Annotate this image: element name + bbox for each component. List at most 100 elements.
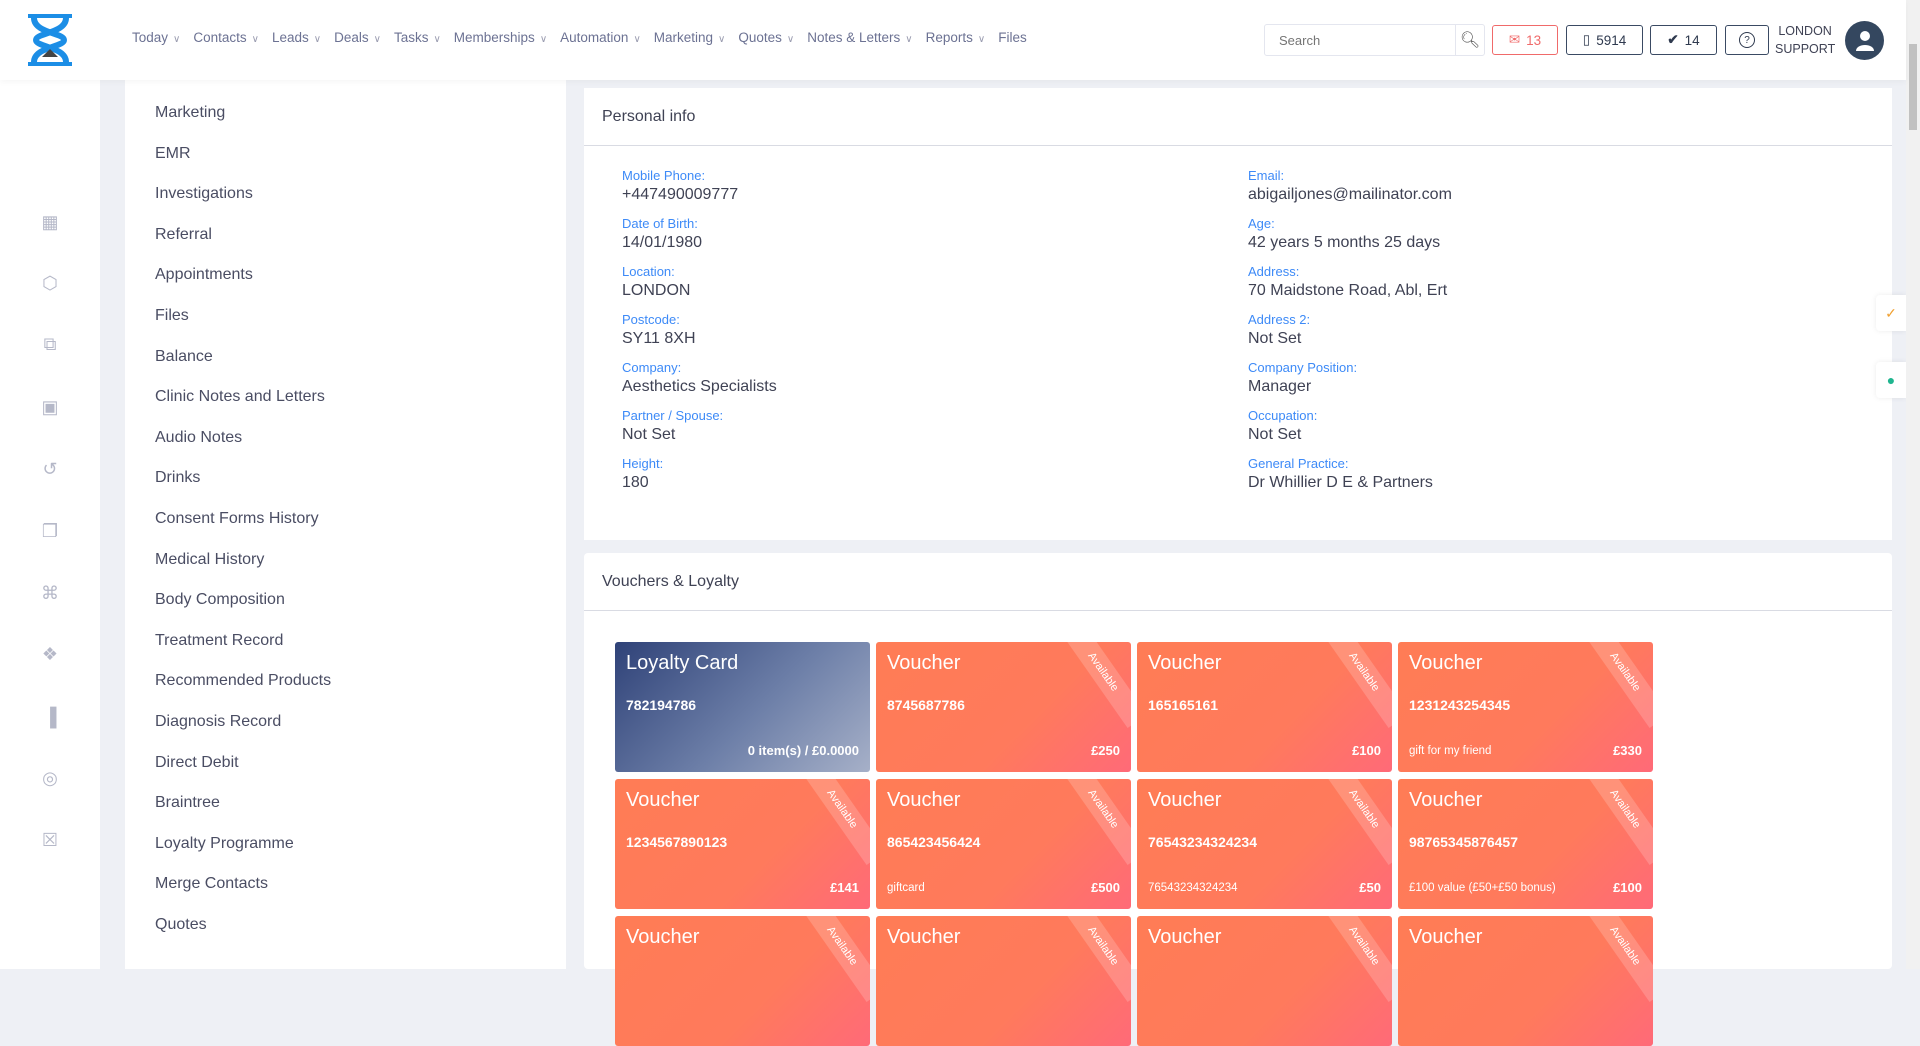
card-number: 1234567890123 — [626, 834, 728, 850]
nav-item[interactable]: Automation ∨ — [560, 30, 641, 45]
gift-icon[interactable]: ❐ — [41, 520, 59, 541]
field-label: Company: — [622, 360, 682, 375]
info-field: Email: abigailjones@mailinator.com — [1248, 168, 1452, 204]
user-line1: LONDON — [1778, 24, 1832, 38]
card-amount: £500 — [1091, 880, 1120, 895]
nav-item[interactable]: Deals ∨ — [334, 30, 381, 45]
copy-icon[interactable]: ⧉ — [43, 333, 57, 354]
chevron-down-icon: ∨ — [539, 34, 548, 45]
voucher-card[interactable]: Voucher 865423456424 giftcard £500 Available — [876, 779, 1131, 909]
floating-chat-button[interactable]: ● — [1876, 362, 1906, 398]
scrollbar-thumb[interactable] — [1909, 44, 1917, 130]
voucher-card[interactable]: Voucher 1231243254345 gift for my friend £3… — [1398, 642, 1653, 772]
tag-icon[interactable]: ❖ — [41, 643, 59, 664]
nav-item[interactable]: Files — [998, 30, 1027, 45]
info-field: Company Position: Manager — [1248, 360, 1357, 396]
card-amount: £250 — [1091, 743, 1120, 758]
card-number: 865423456424 — [887, 834, 981, 850]
nav-item-label: Quotes — [738, 30, 782, 45]
menu-item[interactable]: Braintree — [155, 794, 220, 812]
card-description: £100 value (£50+£50 bonus) — [1409, 882, 1556, 894]
voucher-card[interactable]: Voucher 76543234324234 76543234324234 £50 Av… — [1137, 779, 1392, 909]
menu-item[interactable]: Body Composition — [155, 591, 285, 609]
card-description: giftcard — [887, 882, 925, 894]
mail-button[interactable]: ✉ 13 — [1492, 25, 1558, 55]
contact-menu: Marketing EMR Investigations Referral Appoin… — [125, 80, 566, 969]
tasks-button[interactable]: ✔ 14 — [1650, 25, 1717, 55]
card-type: Voucher — [1148, 652, 1222, 674]
field-value: Aesthetics Specialists — [622, 378, 777, 395]
voucher-card[interactable]: Voucher 1234567890123 £141 Available — [615, 779, 870, 909]
status-ribbon: Available — [1580, 642, 1653, 729]
user-name[interactable]: LONDON SUPPORT — [1775, 22, 1835, 58]
card-amount: £100 — [1352, 743, 1381, 758]
widget-icon: ✓ — [1885, 304, 1897, 321]
voucher-card[interactable]: Voucher Available — [876, 916, 1131, 1046]
status-ribbon: Available — [1319, 916, 1392, 1003]
menu-item[interactable]: Files — [155, 306, 189, 324]
menu-item[interactable]: Direct Debit — [155, 753, 239, 771]
menu-item[interactable]: Investigations — [155, 185, 253, 203]
info-field: Date of Birth: 14/01/1980 — [622, 216, 702, 252]
menu-item[interactable]: Treatment Record — [155, 631, 284, 649]
calendar-icon[interactable]: ▦ — [41, 211, 59, 232]
menu-item[interactable]: Recommended Products — [155, 672, 332, 690]
nav-item[interactable]: Quotes ∨ — [738, 30, 794, 45]
loyalty-card[interactable]: Loyalty Card 782194786 0 item(s) / £0.0000 — [615, 642, 870, 772]
card-amount: £100 — [1613, 880, 1642, 895]
account-icon[interactable]: ◎ — [42, 767, 58, 788]
floating-widget-button[interactable]: ✓ — [1876, 295, 1906, 331]
user-line2: SUPPORT — [1775, 42, 1836, 56]
menu-item[interactable]: Medical History — [155, 550, 265, 568]
vouchers-title: Vouchers & Loyalty — [584, 553, 1892, 611]
menu-item[interactable]: Balance — [155, 347, 213, 365]
menu-item[interactable]: Consent Forms History — [155, 509, 319, 527]
voucher-card[interactable]: Voucher Available — [1398, 916, 1653, 1046]
logo-icon[interactable] — [24, 13, 76, 67]
card-type: Voucher — [626, 926, 700, 948]
nav-item-label: Leads — [271, 30, 309, 45]
voucher-card[interactable]: Voucher 98765345876457 £100 value (£50+£50… — [1398, 779, 1653, 909]
nav-item[interactable]: Notes & Letters ∨ — [807, 30, 912, 45]
info-field: Company: Aesthetics Specialists — [622, 360, 777, 396]
history-icon[interactable]: ↺ — [42, 458, 58, 479]
search-button[interactable]: 🔍︎ — [1455, 25, 1484, 55]
field-label: Partner / Spouse: — [622, 408, 724, 423]
voucher-card[interactable]: Voucher Available — [615, 916, 870, 1046]
nav-item[interactable]: Contacts ∨ — [193, 30, 259, 45]
avatar[interactable] — [1845, 21, 1884, 60]
box-icon[interactable]: ⬡ — [42, 272, 58, 293]
nav-item[interactable]: Tasks ∨ — [394, 30, 441, 45]
nav-item-label: Files — [998, 30, 1027, 45]
nav-item[interactable]: Reports ∨ — [926, 30, 986, 45]
voucher-card[interactable]: Voucher 8745687786 £250 Available — [876, 642, 1131, 772]
nav-item[interactable]: Leads ∨ — [272, 30, 321, 45]
nav-item[interactable]: Today ∨ — [132, 30, 180, 45]
cart-icon[interactable]: ⌘ — [41, 582, 59, 603]
camera-icon[interactable]: ▣ — [41, 396, 59, 417]
page-scrollbar[interactable] — [1906, 0, 1920, 969]
menu-item[interactable]: Referral — [155, 225, 212, 243]
voucher-card[interactable]: Voucher 165165161 £100 Available — [1137, 642, 1392, 772]
menu-item[interactable]: Drinks — [155, 469, 201, 487]
report-icon[interactable]: ▐ — [43, 706, 57, 727]
menu-item[interactable]: Merge Contacts — [155, 875, 268, 893]
menu-item[interactable]: Clinic Notes and Letters — [155, 388, 325, 406]
menu-item[interactable]: Appointments — [155, 266, 253, 284]
search-input[interactable] — [1265, 25, 1455, 55]
menu-item[interactable]: Diagnosis Record — [155, 712, 282, 730]
nav-item[interactable]: Marketing ∨ — [654, 30, 726, 45]
menu-item[interactable]: Marketing — [155, 104, 226, 121]
chevron-down-icon: ∨ — [633, 34, 641, 45]
menu-item[interactable]: EMR — [155, 144, 191, 162]
menu-item[interactable]: Audio Notes — [155, 428, 243, 446]
sms-button[interactable]: ▯ 5914 — [1566, 25, 1643, 55]
voucher-card[interactable]: Voucher Available — [1137, 916, 1392, 1046]
lock-icon[interactable]: ☒ — [41, 829, 59, 850]
menu-item[interactable]: Loyalty Programme — [155, 834, 294, 852]
menu-item[interactable]: Quotes — [155, 915, 207, 933]
nav-item[interactable]: Memberships ∨ — [454, 30, 547, 45]
help-button[interactable]: ? — [1725, 25, 1769, 55]
card-amount: 0 item(s) / £0.0000 — [747, 743, 859, 758]
phone-icon: ▯ — [1582, 32, 1591, 47]
